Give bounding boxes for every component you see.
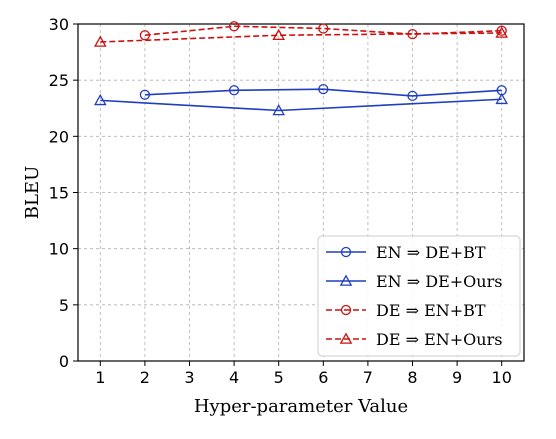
series-line — [100, 32, 502, 43]
x-tick-label: 10 — [492, 368, 512, 387]
data-point — [318, 23, 329, 34]
data-point — [272, 103, 286, 116]
x-tick-label: 4 — [229, 368, 239, 387]
x-tick-label: 7 — [363, 368, 373, 387]
x-tick-label: 5 — [274, 368, 284, 387]
data-point — [318, 84, 329, 95]
y-tick-label: 0 — [59, 352, 69, 371]
y-tick-label: 15 — [49, 184, 69, 203]
data-point — [93, 93, 107, 106]
series — [93, 21, 509, 116]
data-point — [139, 89, 151, 100]
series-4 — [93, 26, 509, 47]
legend-marker — [340, 246, 352, 258]
x-tick-label: 1 — [95, 368, 105, 387]
x-tick-label: 8 — [407, 368, 417, 387]
data-point — [495, 26, 509, 38]
y-axis-label: BLEU — [22, 166, 43, 220]
y-tick-label: 10 — [49, 240, 69, 259]
data-point — [407, 90, 418, 102]
series-2 — [93, 92, 509, 116]
legend-label: DE ⇒ EN+BT — [376, 301, 486, 320]
series-line — [144, 88, 502, 97]
axis-ticks: 1 2 3 4 5 6 7 8 9 10 0 5 10 15 20 25 30 — [49, 15, 512, 387]
data-point — [228, 85, 240, 96]
data-point — [495, 92, 509, 105]
legend-label: EN ⇒ DE+Ours — [376, 272, 502, 291]
x-tick-label: 3 — [184, 368, 194, 387]
y-tick-label: 30 — [49, 15, 69, 34]
legend-item: DE ⇒ EN+BT — [326, 301, 486, 320]
legend-marker — [339, 332, 353, 344]
x-axis-label: Hyper-parameter Value — [194, 396, 408, 417]
legend-marker — [339, 274, 353, 286]
series-line — [100, 98, 502, 112]
legend-box — [317, 235, 521, 357]
data-point — [272, 28, 286, 41]
legend-item: EN ⇒ DE+BT — [326, 243, 486, 262]
data-point — [496, 25, 507, 36]
legend-item: EN ⇒ DE+Ours — [326, 272, 502, 291]
legend-marker — [340, 304, 352, 316]
x-tick-label: 2 — [140, 368, 150, 387]
y-tick-label: 5 — [59, 296, 69, 315]
y-tick-label: 20 — [49, 127, 69, 146]
legend-label: DE ⇒ EN+Ours — [376, 330, 502, 349]
series-1 — [139, 84, 507, 102]
y-tick-label: 25 — [49, 71, 69, 90]
legend-item: DE ⇒ EN+Ours — [326, 330, 502, 349]
data-point — [93, 35, 107, 47]
data-point — [228, 21, 240, 32]
x-tick-label: 9 — [452, 368, 462, 387]
x-tick-label: 6 — [318, 368, 328, 387]
data-point — [139, 30, 151, 41]
legend-label: EN ⇒ DE+BT — [376, 243, 486, 262]
legend: EN ⇒ DE+BT EN ⇒ DE+Ours DE ⇒ EN+BT DE ⇒ EN+… — [317, 235, 521, 357]
